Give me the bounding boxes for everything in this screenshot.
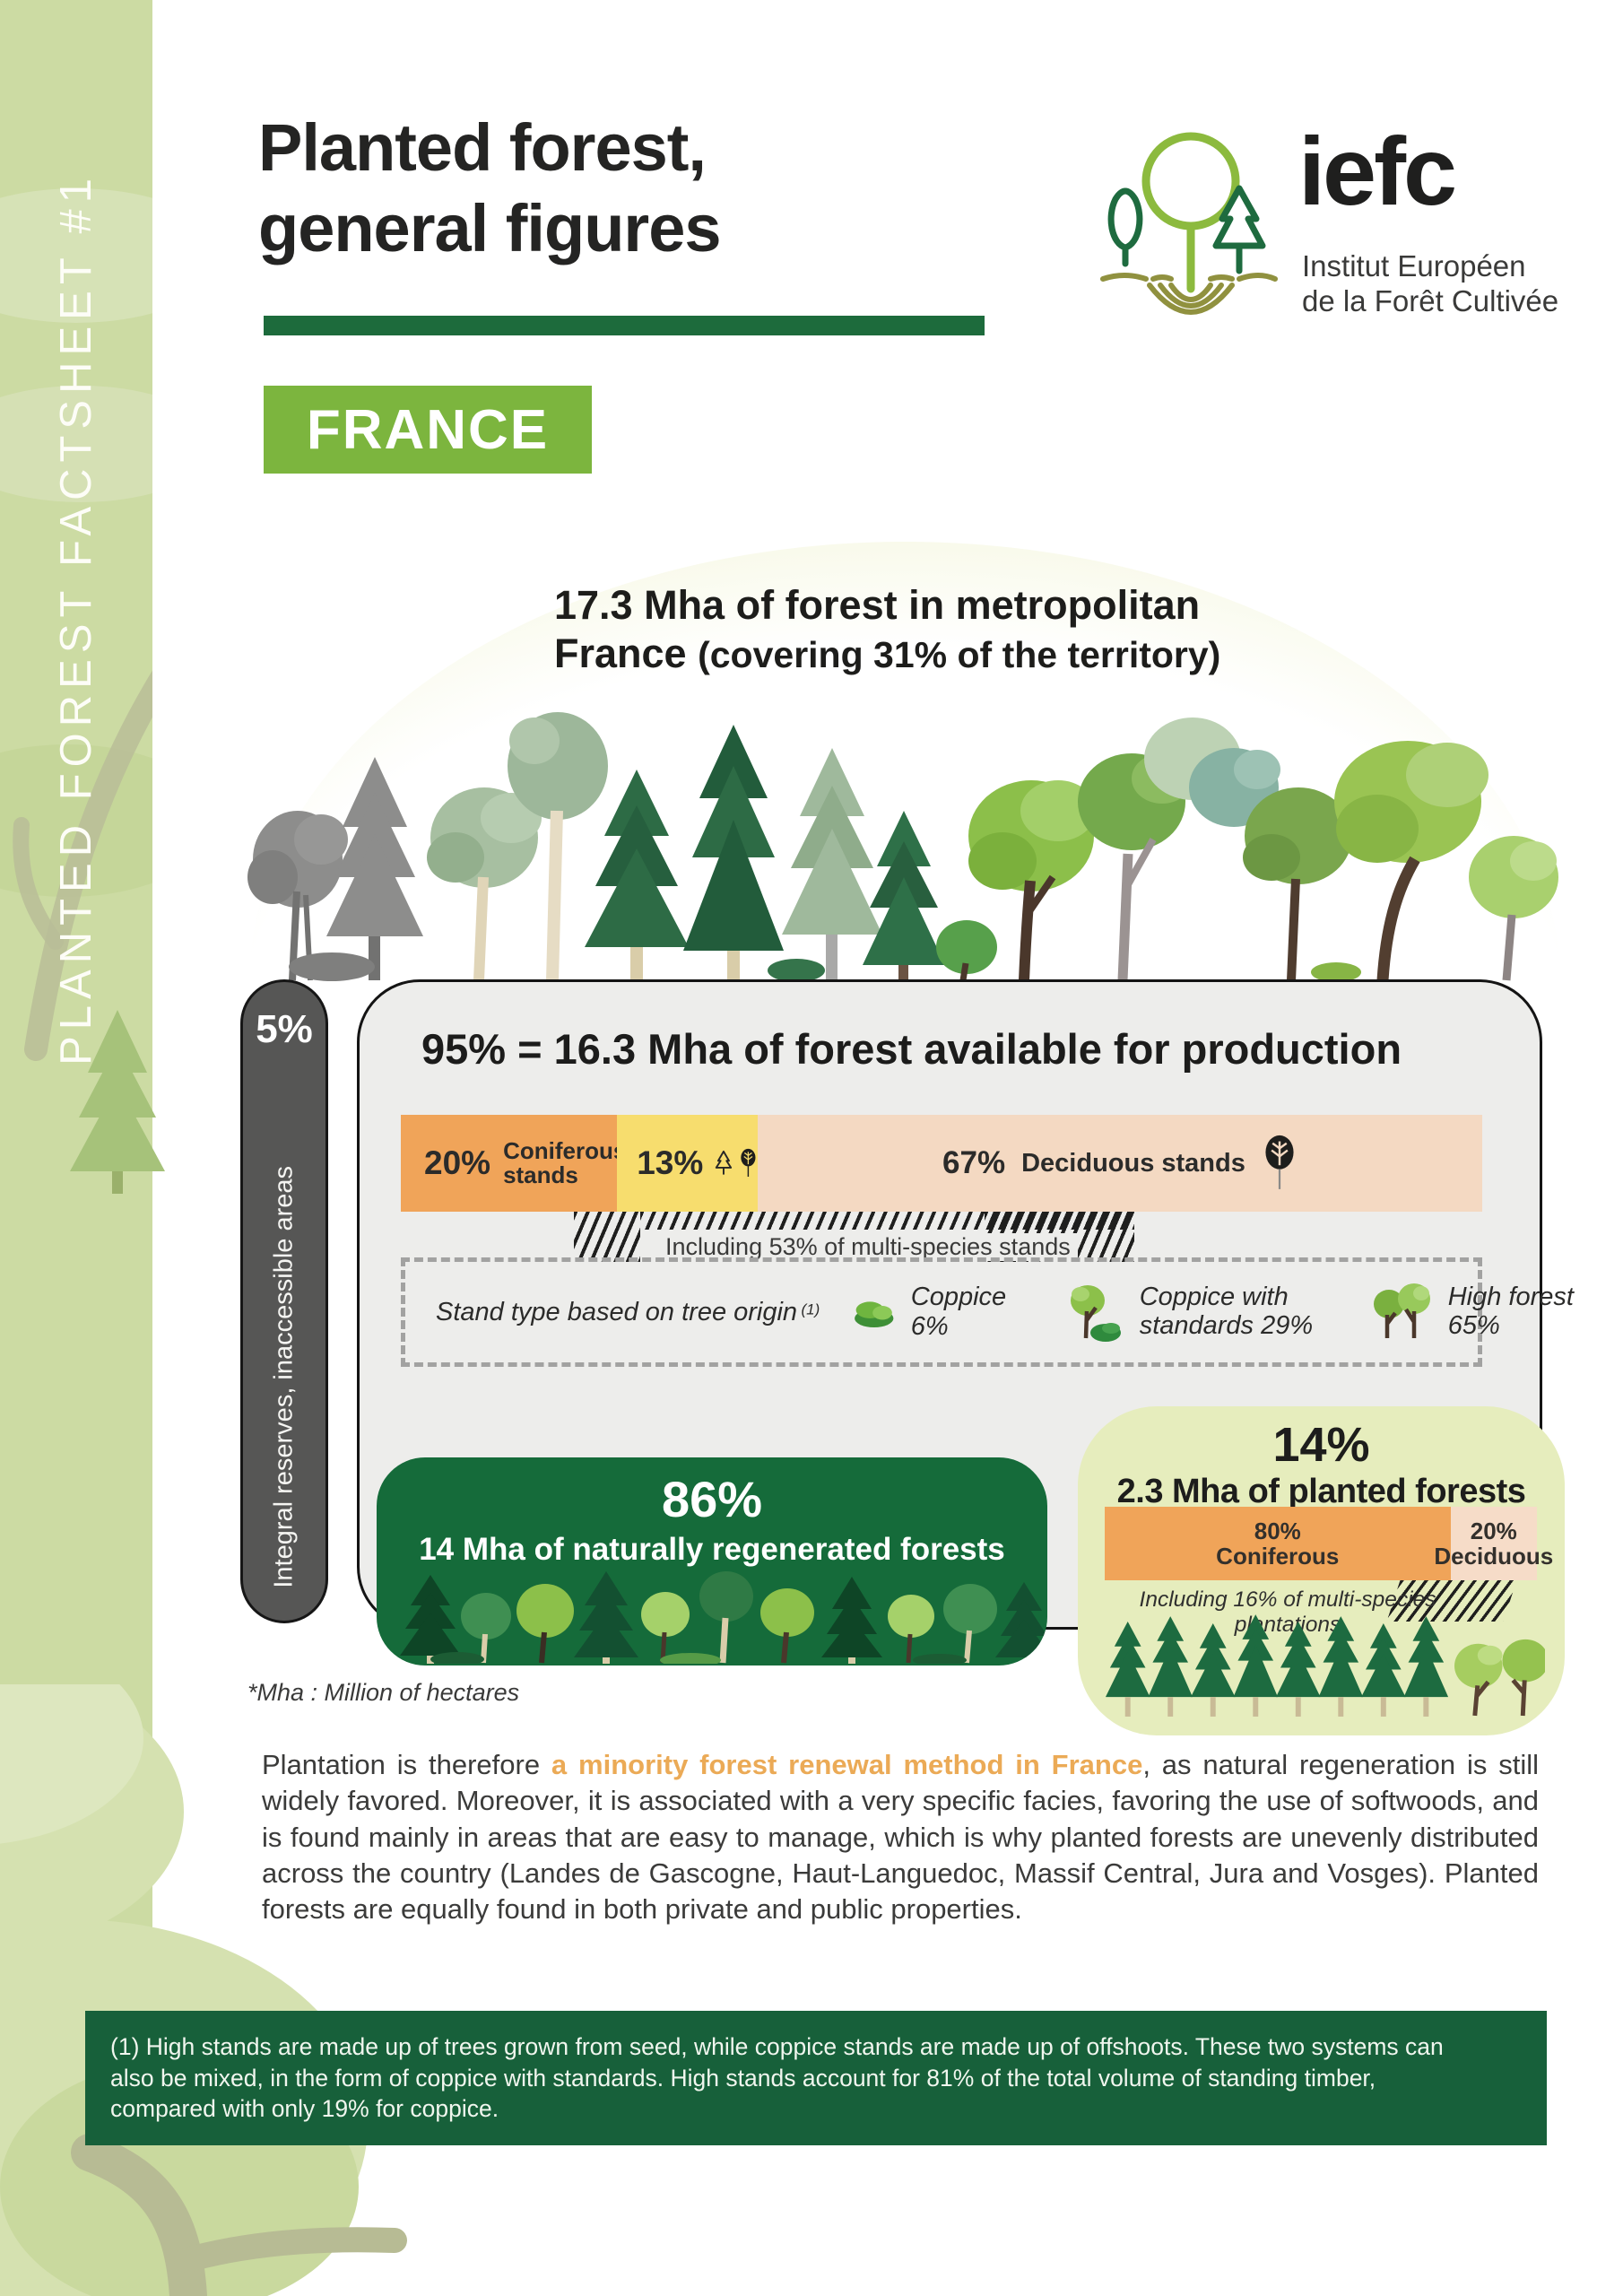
planted-deciduous-segment: 20% Deciduous [1434, 1507, 1553, 1580]
planted-deciduous-percent: 20% [1470, 1517, 1517, 1544]
mixed-segment: 13% [617, 1115, 758, 1212]
intro-heading-country: France [554, 631, 687, 676]
high-forest-icon [1373, 1283, 1430, 1338]
footnote-text: (1) High stands are made up of trees gro… [110, 2032, 1444, 2123]
multi-species-hatch: Including 53% of multi-species stands [574, 1212, 1134, 1262]
reserves-percent: 5% [256, 1007, 313, 1051]
deciduous-filled-icon [1265, 1135, 1294, 1189]
footnote-box: (1) High stands are made up of trees gro… [85, 2011, 1547, 2145]
natural-forest-box: 86% 14 Mha of naturally regenerated fore… [377, 1457, 1047, 1665]
iefc-org-line2: de la Forêt Cultivée [1302, 283, 1559, 317]
natural-box-trees-illustration [400, 1571, 1047, 1664]
footnote-ref: (1) [801, 1300, 820, 1318]
reserves-label: Integral reserves, inaccessible areas [269, 1166, 299, 1588]
production-heading: 95% = 16.3 Mha of forest available for p… [421, 1025, 1402, 1073]
green-trees [427, 712, 1558, 982]
sidebar-wave [0, 188, 152, 323]
natural-percent: 86% [661, 1471, 763, 1527]
mixed-percent: 13% [637, 1144, 704, 1181]
natural-label: 14 Mha of naturally regenerated forests [419, 1532, 1005, 1567]
planted-bar: 80% Coniferous 20% Deciduous [1105, 1507, 1553, 1580]
conifer-outline-icon [716, 1150, 733, 1175]
planted-deciduous-label: Deciduous [1434, 1543, 1554, 1570]
body-paragraph: Plantation is therefore a minority fores… [262, 1747, 1539, 1927]
coppice-bush-icon [855, 1301, 894, 1328]
mha-footnote: *Mha : Million of hectares [247, 1679, 520, 1706]
planted-trees-illustration [1105, 1614, 1545, 1717]
gray-trees-5-percent [247, 757, 423, 981]
iefc-org-line1: Institut Européen [1302, 249, 1526, 283]
origin-item-high-forest: High forest 65% [1367, 1281, 1581, 1344]
origin-item-label: Coppice with standards 29% [1139, 1283, 1314, 1340]
country-badge-label: FRANCE [306, 398, 550, 461]
stands-bar: 20% Coniferous stands 13% 67% D [401, 1115, 1482, 1212]
paragraph-after: , as natural regeneration is still widel… [262, 1749, 1539, 1926]
deciduous-segment: 67% Deciduous stands [757, 1115, 1482, 1212]
title-underline [264, 316, 985, 335]
stand-origin-box: Stand type based on tree origin (1) Copp… [401, 1257, 1574, 1367]
deciduous-percent: 67% [942, 1145, 1006, 1180]
page-title: Planted forest, general figures [258, 108, 722, 270]
country-badge: FRANCE [264, 386, 592, 474]
paragraph-highlight: a minority forest renewal method in Fran… [551, 1749, 1143, 1780]
planted-percent: 14% [1272, 1418, 1370, 1472]
intro-heading: 17.3 Mha of forest in metropolitan Franc… [554, 581, 1220, 678]
stand-origin-label: Stand type based on tree origin [436, 1297, 798, 1326]
sidebar-pine-icon [70, 1010, 165, 1194]
planted-coniferous-segment: 80% Coniferous [1105, 1507, 1451, 1580]
origin-item-label: Coppice 6% [910, 1283, 1007, 1341]
sidebar-wave [0, 386, 152, 502]
intro-heading-line2: France (covering 31% of the territory) [554, 630, 1220, 678]
deciduous-label: Deciduous stands [1021, 1148, 1245, 1178]
iefc-logo-acronym: iefc [1298, 117, 1457, 225]
reserves-pill: 5% Integral reserves, inaccessible areas [240, 979, 328, 1623]
iefc-logo-org-name: Institut Européen de la Forêt Cultivée [1302, 249, 1558, 319]
planted-label: 2.3 Mha of planted forests [1116, 1473, 1526, 1510]
page-title-line2: general figures [258, 191, 722, 266]
coniferous-segment: 20% Coniferous stands [401, 1115, 626, 1212]
origin-item-coppice-standards: Coppice with standards 29% [1059, 1281, 1335, 1344]
factsheet-number-label: PLANTED FOREST FACTSHEET #1 [52, 172, 100, 1065]
multi-species-note: Including 53% of multi-species stands [658, 1233, 1078, 1261]
coppice-with-standards-icon [1070, 1285, 1121, 1342]
planted-forest-box: 14% 2.3 Mha of planted forests 80% Conif… [1078, 1406, 1565, 1735]
iefc-logo-tree-icon [1100, 132, 1278, 315]
stand-origin-label-group: Stand type based on tree origin (1) [436, 1298, 820, 1327]
sidebar-tree-silhouette [13, 670, 152, 1061]
coniferous-label: Coniferous stands [503, 1136, 627, 1188]
origin-item-label: High forest 65% [1447, 1283, 1574, 1340]
sidebar-vertical-label-wrap: PLANTED FOREST FACTSHEET #1 [0, 99, 152, 1139]
planted-coniferous-label: Coniferous [1216, 1543, 1340, 1570]
intro-heading-note: (covering 31% of the territory) [698, 634, 1221, 675]
planted-coniferous-percent: 80% [1254, 1517, 1301, 1544]
page-title-line1: Planted forest, [258, 110, 707, 185]
hatch-block-left [574, 1212, 640, 1262]
intro-heading-line1: 17.3 Mha of forest in metropolitan [554, 582, 1201, 628]
forest-illustration [247, 712, 1558, 982]
origin-item-coppice: Coppice 6% [852, 1283, 1019, 1342]
coniferous-percent: 20% [424, 1144, 491, 1181]
deciduous-filled-icon [741, 1148, 756, 1178]
paragraph-before: Plantation is therefore [262, 1749, 551, 1780]
